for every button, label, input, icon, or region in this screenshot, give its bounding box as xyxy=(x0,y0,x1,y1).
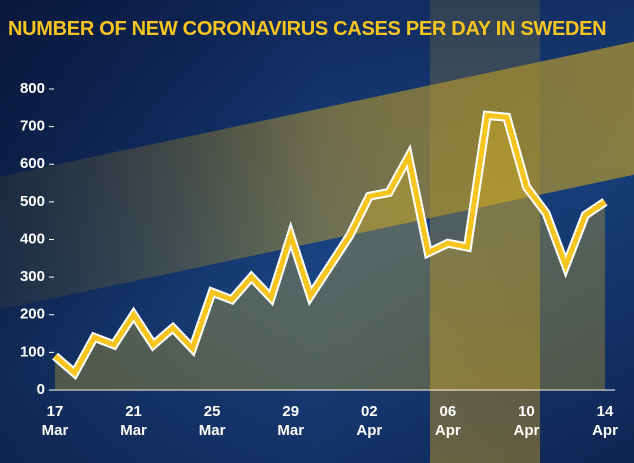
chart-title: NUMBER OF NEW CORONAVIRUS CASES PER DAY … xyxy=(8,18,607,40)
y-tick-label: 100 xyxy=(20,343,45,360)
area xyxy=(55,115,605,391)
x-tick-label: 10 Apr xyxy=(513,403,540,439)
y-tick-label: 200 xyxy=(20,306,45,323)
x-tick-label: 02 Apr xyxy=(356,403,383,439)
x-tick-label: 21 Mar xyxy=(120,403,147,439)
y-tick-label: 0 xyxy=(37,381,45,398)
y-tick-label: 500 xyxy=(20,193,45,210)
line xyxy=(53,112,607,377)
x-tick-label: 06 Apr xyxy=(434,403,461,439)
x-tick-label: 29 Mar xyxy=(277,403,305,439)
x-tick-label: 25 Mar xyxy=(198,403,226,439)
y-tick-label: 700 xyxy=(20,118,45,135)
x-tick-label: 17 Mar xyxy=(41,403,69,439)
y-tick-label: 600 xyxy=(20,155,45,172)
x-tick-label: 14 Apr xyxy=(592,403,618,439)
y-tick-label: 400 xyxy=(20,230,45,247)
y-tick-label: 800 xyxy=(20,80,45,97)
y-tick-label: 300 xyxy=(20,268,45,285)
